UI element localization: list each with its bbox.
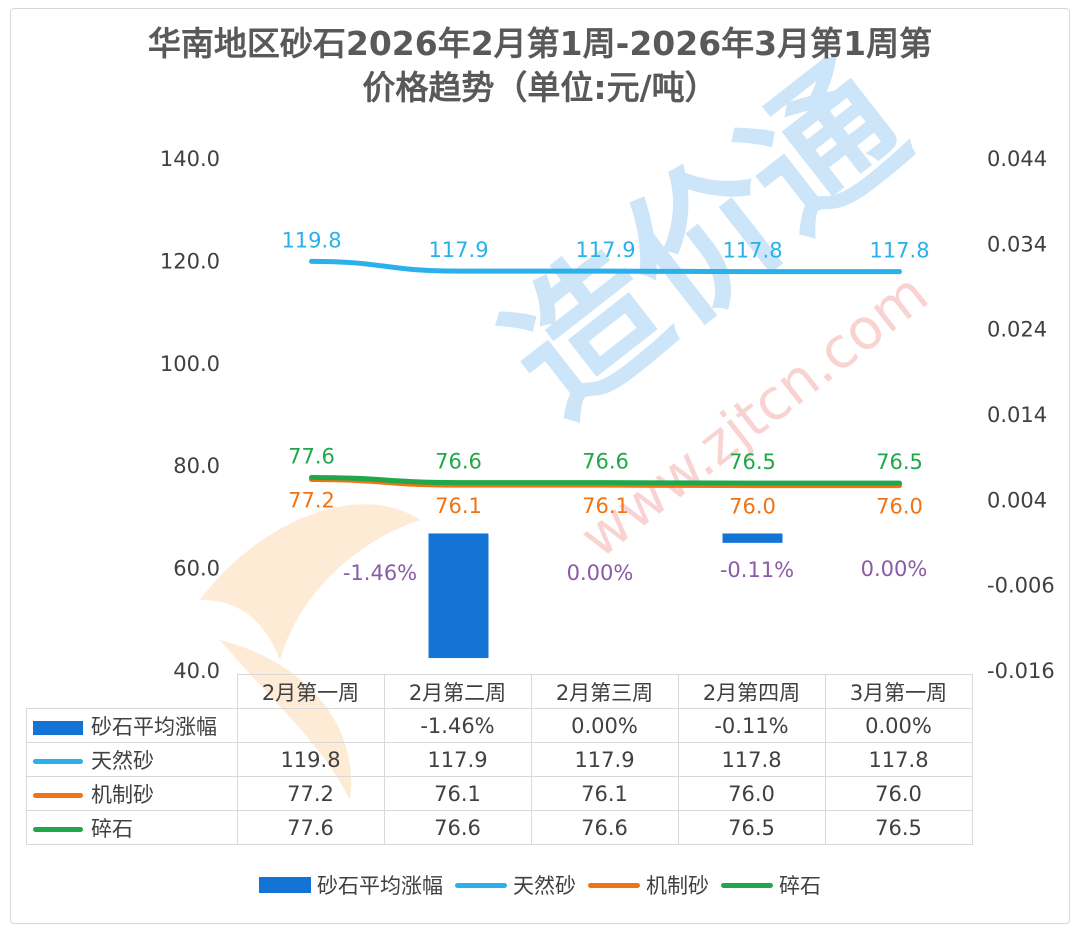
table-row: 碎石 77.6 76.6 76.6 76.5 76.5 xyxy=(26,810,973,845)
legend-label: 砂石平均涨幅 xyxy=(317,874,443,898)
table-row-header: 机制砂 xyxy=(26,776,238,811)
table-row-label: 碎石 xyxy=(91,816,133,841)
table-cell: 76.5 xyxy=(824,810,973,845)
legend-label: 天然砂 xyxy=(513,874,576,898)
legend-item: 碎石 xyxy=(721,870,821,900)
table-cell: 76.6 xyxy=(383,810,532,845)
table-cell: 76.0 xyxy=(677,776,826,811)
table-cell: 117.8 xyxy=(824,742,973,777)
table-cell: 76.0 xyxy=(824,776,973,811)
table-row-label: 机制砂 xyxy=(91,782,154,807)
table-cell xyxy=(236,708,385,743)
table-col-header: 2月第三周 xyxy=(530,674,679,709)
table-col-header: 3月第一周 xyxy=(824,674,973,709)
table-cell: 76.6 xyxy=(530,810,679,845)
chart-legend: 砂石平均涨幅 天然砂 机制砂 碎石 xyxy=(0,870,1080,900)
table-row-label: 天然砂 xyxy=(91,748,154,773)
table-cell: 76.1 xyxy=(530,776,679,811)
legend-item: 天然砂 xyxy=(455,870,576,900)
legend-line-swatch xyxy=(588,882,640,888)
table-row-header: 天然砂 xyxy=(26,742,238,777)
legend-line-swatch xyxy=(455,882,507,888)
table-cell: 117.9 xyxy=(530,742,679,777)
table-header-row: 2月第一周 2月第二周 2月第三周 2月第四周 3月第一周 xyxy=(27,674,973,709)
legend-item: 机制砂 xyxy=(588,870,709,900)
legend-item: 砂石平均涨幅 xyxy=(259,870,443,900)
legend-line-swatch xyxy=(721,882,773,888)
table-row-label: 砂石平均涨幅 xyxy=(91,714,217,739)
table-cell: 77.6 xyxy=(236,810,385,845)
table-row: 机制砂 77.2 76.1 76.1 76.0 76.0 xyxy=(26,776,973,811)
table-cell: -0.11% xyxy=(677,708,826,743)
legend-label: 碎石 xyxy=(779,874,821,898)
table-row-header: 碎石 xyxy=(26,810,238,845)
table-cell: -1.46% xyxy=(383,708,532,743)
table-col-header: 2月第四周 xyxy=(677,674,826,709)
table-col-header: 2月第一周 xyxy=(236,674,385,709)
legend-bar-swatch xyxy=(259,877,311,893)
line-legend-key xyxy=(33,759,83,764)
legend-label: 机制砂 xyxy=(646,874,709,898)
chart-title-line-2: 价格趋势（单位:元/吨） xyxy=(362,68,718,107)
table-cell: 77.2 xyxy=(236,776,385,811)
table-row-header: 砂石平均涨幅 xyxy=(26,708,238,743)
table-col-header: 2月第二周 xyxy=(383,674,532,709)
table-row: 天然砂 119.8 117.9 117.9 117.8 117.8 xyxy=(26,742,973,777)
line-legend-key xyxy=(33,793,83,798)
table-cell: 76.1 xyxy=(383,776,532,811)
chart-title: 华南地区砂石2026年2月第1周-2026年3月第1周第 价格趋势（单位:元/吨… xyxy=(0,22,1080,110)
line-legend-key xyxy=(33,827,83,832)
table-cell: 117.9 xyxy=(383,742,532,777)
table-cell: 119.8 xyxy=(236,742,385,777)
table-cell: 76.5 xyxy=(677,810,826,845)
table-cell: 0.00% xyxy=(530,708,679,743)
data-table: 2月第一周 2月第二周 2月第三周 2月第四周 3月第一周 砂石平均涨幅 -1.… xyxy=(26,674,973,845)
table-row: 砂石平均涨幅 -1.46% 0.00% -0.11% 0.00% xyxy=(26,708,973,743)
bar-legend-key xyxy=(33,720,83,735)
table-cell: 0.00% xyxy=(824,708,973,743)
table-corner xyxy=(27,675,238,709)
chart-title-line-1: 华南地区砂石2026年2月第1周-2026年3月第1周第 xyxy=(147,24,933,63)
table-cell: 117.8 xyxy=(677,742,826,777)
